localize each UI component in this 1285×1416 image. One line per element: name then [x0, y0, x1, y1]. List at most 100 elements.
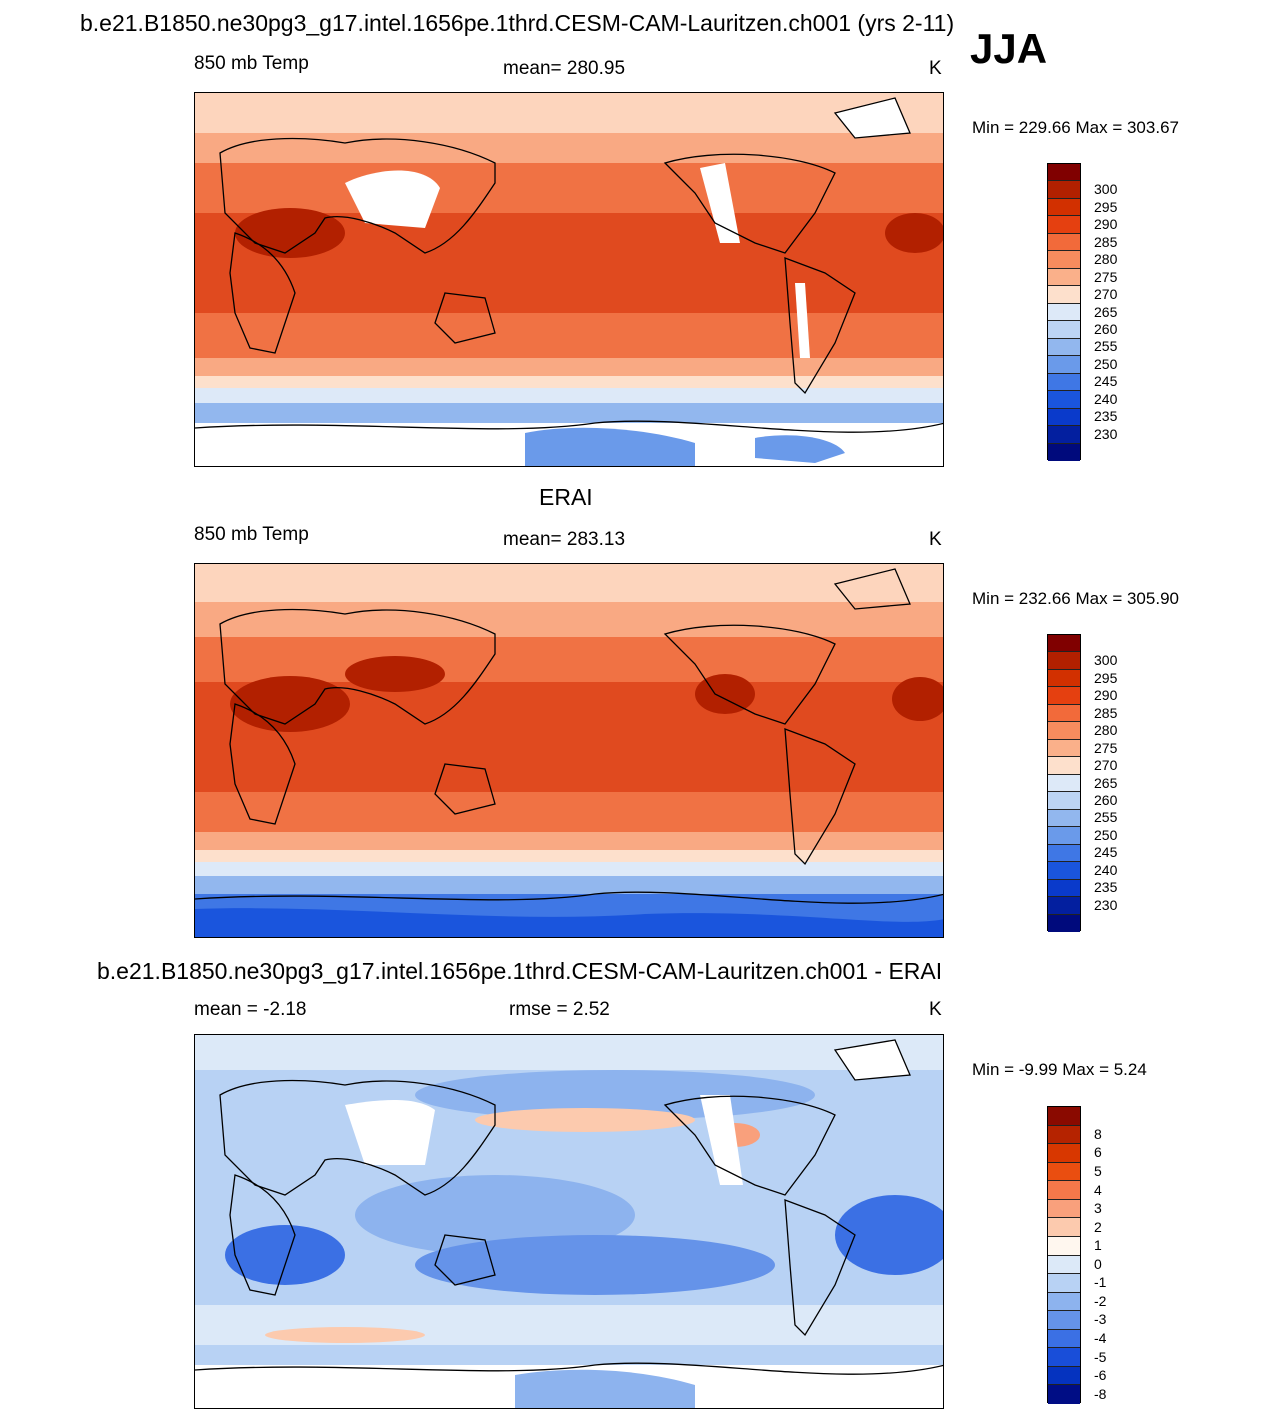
colorbar-swatch: [1048, 1366, 1080, 1386]
diff-south-pacific-cool: [415, 1235, 775, 1295]
colorbar-tick-label: 235: [1094, 408, 1118, 425]
obs-atlantic-hot-spot: [892, 677, 943, 721]
colorbar-tick-label: -5: [1094, 1348, 1107, 1365]
colorbar-tick-label: 250: [1094, 355, 1118, 372]
model-band-north-warm: [195, 163, 943, 213]
colorbar-tick-label: 0: [1094, 1255, 1102, 1272]
colorbar-swatch: [1048, 321, 1080, 339]
colorbar-swatch: [1048, 704, 1080, 723]
panel-model-mean-label: mean= 280.95: [503, 58, 626, 79]
colorbar-tick-label: 5: [1094, 1162, 1102, 1179]
model-band-south-cool: [195, 376, 943, 388]
colorbar-tick-label: 300: [1094, 652, 1118, 669]
colorbar-swatch: [1048, 1218, 1080, 1237]
colorbar-swatch: [1048, 652, 1080, 670]
colorbar-swatch: [1048, 286, 1080, 304]
model-sahara-hot-spot: [235, 208, 345, 258]
colorbar-swatch: [1048, 426, 1080, 444]
colorbar-tick-label: 280: [1094, 722, 1118, 739]
diff-rockies-mask: [700, 1095, 743, 1185]
model-antarctic-peninsula-region: [755, 435, 845, 463]
colorbar-swatch: [1048, 862, 1080, 880]
colorbar-swatch: [1048, 879, 1080, 898]
panel-model-minmax: Min = 229.66 Max = 303.67: [972, 118, 1179, 137]
colorbar-swatch: [1048, 1236, 1080, 1256]
obs-antarctic-interior: [195, 908, 943, 937]
panel-obs-units: K: [929, 529, 942, 550]
colorbar-swatch: [1048, 268, 1080, 287]
panel-diff-colorbar: [1047, 1106, 1081, 1404]
colorbar-swatch: [1048, 164, 1080, 182]
colorbar-tick-label: 290: [1094, 216, 1118, 233]
model-rockies-mask: [700, 163, 740, 243]
colorbar-swatch: [1048, 722, 1080, 740]
colorbar-tick-label: 280: [1094, 251, 1118, 268]
figure-title: b.e21.B1850.ne30pg3_g17.intel.1656pe.1th…: [80, 10, 955, 36]
obs-coastlines: [195, 568, 943, 904]
colorbar-tick-label: 255: [1094, 809, 1118, 826]
colorbar-swatch: [1048, 1181, 1080, 1200]
colorbar-tick-label: 240: [1094, 390, 1118, 407]
colorbar-tick-label: 1: [1094, 1237, 1102, 1254]
model-andes-mask: [795, 283, 810, 358]
colorbar-tick-label: -6: [1094, 1367, 1107, 1384]
model-band-southern-ocean-2: [195, 403, 943, 423]
colorbar-swatch: [1048, 373, 1080, 392]
colorbar-swatch: [1048, 1162, 1080, 1182]
colorbar-swatch: [1048, 844, 1080, 863]
diff-antarctic-region: [515, 1369, 695, 1408]
colorbar-tick-label: 230: [1094, 425, 1118, 442]
colorbar-swatch: [1048, 303, 1080, 322]
colorbar-tick-label: 3: [1094, 1200, 1102, 1217]
diff-coastlines: [195, 1039, 943, 1375]
colorbar-tick-label: -3: [1094, 1311, 1107, 1328]
obs-band-north-warm: [195, 637, 943, 682]
model-band-southern-ocean-1: [195, 388, 943, 403]
diff-tibet-mask: [345, 1100, 435, 1165]
obs-band-southern-ocean-2: [195, 876, 943, 894]
colorbar-tick-label: 255: [1094, 338, 1118, 355]
colorbar-swatch: [1048, 1274, 1080, 1293]
diff-south-atlantic-cool: [835, 1195, 943, 1275]
panel-diff-mean-label: mean = -2.18: [194, 999, 307, 1020]
colorbar-swatch: [1048, 1311, 1080, 1330]
panel-obs-map-graphic: [195, 564, 943, 937]
colorbar-swatch: [1048, 1144, 1080, 1163]
panel-obs-mean-label: mean= 283.13: [503, 529, 626, 550]
colorbar-tick-label: -8: [1094, 1385, 1107, 1402]
panel-obs-minmax: Min = 232.66 Max = 305.90: [972, 589, 1179, 608]
colorbar-swatch: [1048, 233, 1080, 252]
colorbar-tick-label: 2: [1094, 1218, 1102, 1235]
colorbar-tick-label: 245: [1094, 844, 1118, 861]
colorbar-swatch: [1048, 687, 1080, 705]
panel-obs-colorbar: [1047, 634, 1081, 932]
colorbar-tick-label: 6: [1094, 1144, 1102, 1161]
obs-central-asia-hot-spot: [345, 656, 445, 692]
colorbar-tick-label: -1: [1094, 1274, 1107, 1291]
colorbar-tick-label: 290: [1094, 687, 1118, 704]
panel-obs-variable-label: 850 mb Temp: [194, 524, 309, 545]
colorbar-swatch: [1048, 1385, 1080, 1404]
colorbar-swatch: [1048, 914, 1080, 932]
colorbar-swatch: [1048, 1199, 1080, 1219]
model-antarctic-cold-region: [525, 427, 695, 466]
obs-band-south-cool: [195, 850, 943, 862]
obs-sahara-hot-spot: [230, 676, 350, 732]
panel-diff-map-graphic: [195, 1035, 943, 1408]
colorbar-tick-label: 240: [1094, 861, 1118, 878]
colorbar-tick-label: 235: [1094, 879, 1118, 896]
panel-obs-title: ERAI: [539, 484, 593, 510]
panel-model-units: K: [929, 58, 942, 79]
colorbar-swatch: [1048, 635, 1080, 653]
diff-greenland-mask: [835, 1040, 910, 1080]
colorbar-tick-label: -4: [1094, 1330, 1107, 1347]
diff-south-africa-cool: [225, 1225, 345, 1285]
colorbar-swatch: [1048, 1255, 1080, 1275]
panel-obs-map: [194, 563, 944, 938]
colorbar-swatch: [1048, 774, 1080, 793]
colorbar-tick-label: 8: [1094, 1125, 1102, 1142]
colorbar-tick-label: 260: [1094, 791, 1118, 808]
model-band-south-warm: [195, 313, 943, 358]
colorbar-swatch: [1048, 792, 1080, 810]
colorbar-swatch: [1048, 1348, 1080, 1367]
